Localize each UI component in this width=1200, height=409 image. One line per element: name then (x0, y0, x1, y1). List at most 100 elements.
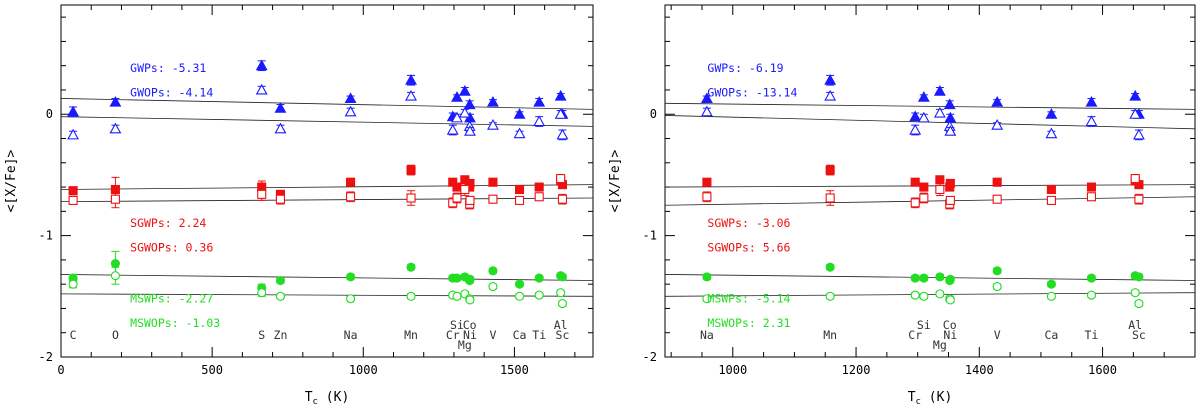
left-gwps-point (274, 102, 287, 113)
square-marker (935, 175, 945, 185)
square-marker (1046, 195, 1056, 205)
right-element-label: Cr (908, 328, 922, 342)
circle-marker (534, 290, 544, 300)
right-trend-line-gwops (664, 115, 1196, 130)
right-mswps-point (935, 272, 945, 282)
left-trend-line-mswops (60, 293, 594, 297)
left-element-label: Al (554, 318, 568, 332)
square-marker (68, 186, 78, 196)
left-slope-annotation: SGWPs: 2.24 (130, 216, 206, 230)
right-gwps-point (700, 92, 713, 104)
left-sgwops-point (275, 193, 286, 205)
right-mswps-point (702, 272, 712, 282)
circle-marker (346, 294, 356, 304)
right-gwops-point (944, 125, 957, 136)
left-gwps-point (554, 89, 567, 101)
left-sgwps-point (452, 182, 462, 192)
triangle-marker (344, 105, 357, 117)
triangle-marker (824, 74, 837, 85)
left-sgwops-point (406, 190, 416, 206)
circle-marker (702, 272, 712, 282)
right-element-label: V (994, 328, 1001, 342)
right-gwps-point (991, 95, 1004, 107)
square-marker (1086, 192, 1097, 202)
left-y-tick-label: -2 (39, 350, 53, 364)
circle-marker (825, 291, 835, 301)
left-x-axis-label-unit: (K) (318, 390, 349, 405)
right-gwps-point (933, 85, 946, 96)
left-mswops-point (68, 279, 78, 289)
triangle-marker (513, 127, 526, 139)
circle-marker (110, 258, 120, 269)
circle-marker (910, 273, 920, 283)
left-gwps-point (344, 92, 357, 104)
square-marker (935, 184, 945, 195)
right-gwps-point (944, 111, 957, 123)
triangle-marker (67, 128, 80, 140)
right-series-mswops (702, 282, 1144, 309)
right-series-sgwops (702, 174, 1144, 210)
circle-marker (68, 279, 78, 289)
left-x-tick-label: 1500 (500, 363, 529, 377)
left-mswops-point (346, 294, 356, 304)
right-sgwops-point (945, 195, 955, 205)
square-marker (992, 194, 1002, 204)
triangle-marker (405, 74, 417, 85)
right-slope-annotation: SGWOPs: 5.66 (707, 240, 790, 254)
square-marker (1046, 184, 1056, 195)
left-sgwps-point (514, 184, 525, 195)
left-mswps-point (534, 273, 544, 283)
left-gwops-point (344, 105, 357, 117)
left-element-label: Cr (446, 328, 460, 342)
left-element-label: Mn (404, 328, 418, 342)
circle-marker (257, 288, 267, 298)
right-mswops-point (1134, 299, 1144, 309)
right-gwps-point (1045, 108, 1058, 119)
right-sgwops-point (919, 192, 929, 204)
triangle-marker (255, 83, 268, 95)
left-trend-line-gwps (60, 98, 594, 110)
left-sgwops-point (488, 194, 498, 204)
triangle-marker (513, 108, 526, 119)
left-element-label: C (70, 328, 77, 342)
circle-marker (919, 291, 929, 301)
triangle-marker (1129, 108, 1142, 119)
triangle-marker (700, 105, 713, 117)
right-series-gwops (700, 89, 1145, 141)
right-mswops-point (919, 291, 929, 301)
left-mswps-point (275, 275, 286, 286)
triangle-marker (458, 106, 471, 118)
right-sgwops-point (1046, 195, 1056, 205)
left-mswps-point (514, 279, 525, 289)
left-mswps-point (346, 272, 356, 282)
square-marker (110, 194, 120, 204)
triangle-marker (458, 85, 471, 96)
right-trend-line-gwps (664, 102, 1196, 110)
left-gwps-point (405, 74, 417, 86)
square-marker (452, 193, 462, 203)
circle-marker (488, 266, 498, 276)
left-plot-frame (60, 4, 594, 358)
triangle-marker (1085, 95, 1098, 107)
left-element-label: Mg (458, 338, 472, 352)
right-x-axis-label-sub: c (916, 397, 921, 407)
right-element-label: Si (917, 318, 931, 332)
triangle-marker (909, 110, 922, 122)
left-gwops-point (274, 122, 287, 134)
right-sgwops-point (1130, 174, 1140, 184)
right-gwops-point (1132, 128, 1145, 141)
circle-marker (452, 273, 462, 283)
right-trend-line-sgwps (664, 184, 1196, 188)
right-mswps-point (945, 274, 955, 284)
left-trend-line-mswps (60, 274, 594, 281)
left-mswops-point (257, 288, 267, 298)
circle-marker (825, 262, 835, 272)
right-y-tick-label: -1 (643, 229, 657, 243)
left-sgwops-point (465, 195, 475, 205)
square-marker (910, 198, 920, 208)
triangle-marker (933, 106, 946, 118)
circle-marker (1130, 288, 1140, 298)
left-gwps-point (109, 95, 122, 107)
right-mswops-point (1086, 290, 1097, 300)
